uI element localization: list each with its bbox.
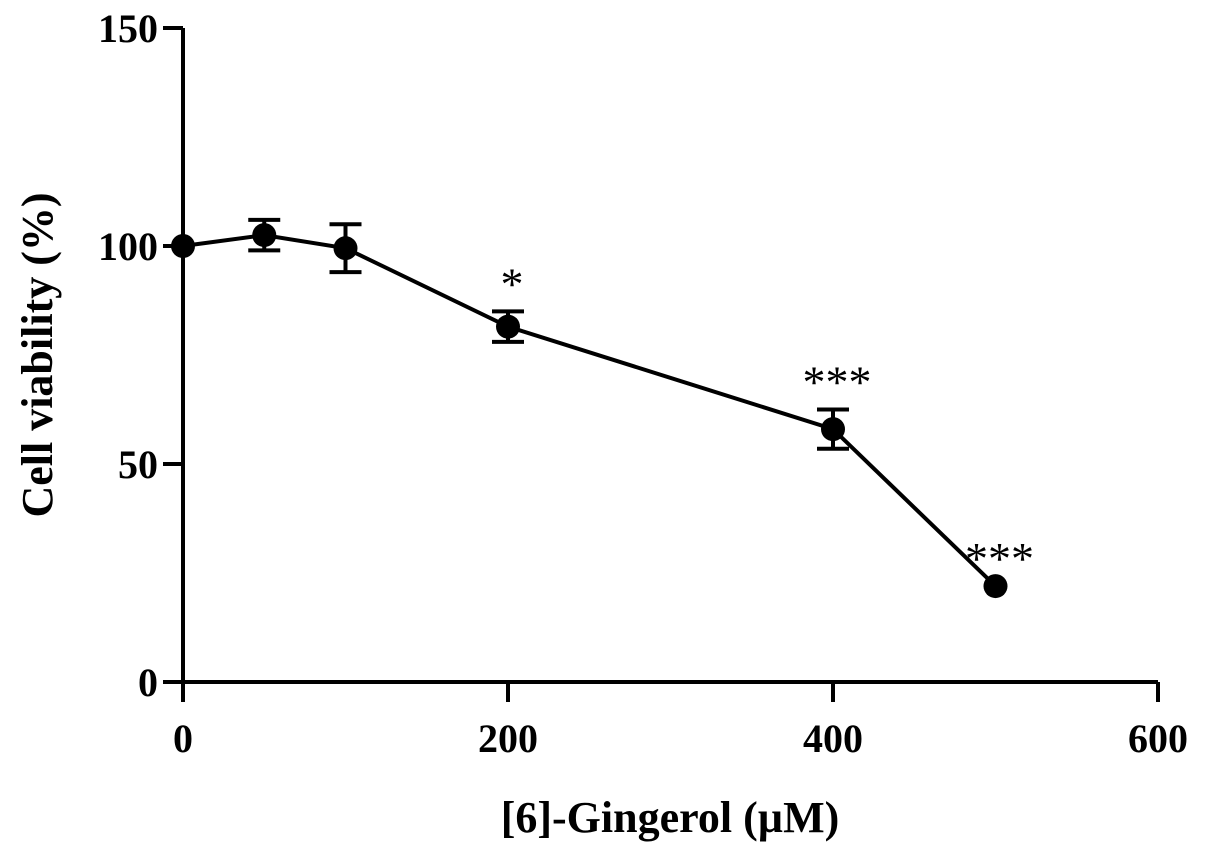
data-point	[496, 314, 520, 339]
y-axis-title: Cell viability (%)	[13, 192, 62, 517]
x-tick-label: 200	[478, 716, 538, 761]
x-tick-label: 0	[173, 716, 193, 761]
x-tick-label: 400	[803, 716, 863, 761]
data-point	[333, 236, 358, 261]
data-point	[252, 223, 277, 248]
series-line	[182, 233, 997, 588]
y-tick-label: 50	[118, 442, 158, 487]
x-axis-title: [6]-Gingerol (µM)	[501, 793, 840, 842]
x-tick-label: 600	[1128, 716, 1188, 761]
axes	[181, 28, 1158, 684]
data-point	[983, 574, 1008, 599]
y-tick-label: 100	[98, 224, 158, 269]
data-point	[171, 234, 195, 258]
y-tick-label: 150	[98, 6, 158, 51]
significance-label: ***	[965, 533, 1034, 584]
y-tick-label: 0	[138, 660, 158, 705]
ticks: 0 200 400 600 0 50 100 150	[98, 6, 1188, 761]
series: *******	[171, 217, 1034, 599]
data-point	[821, 417, 845, 442]
significance-label: *	[501, 258, 524, 309]
significance-label: ***	[803, 357, 872, 408]
